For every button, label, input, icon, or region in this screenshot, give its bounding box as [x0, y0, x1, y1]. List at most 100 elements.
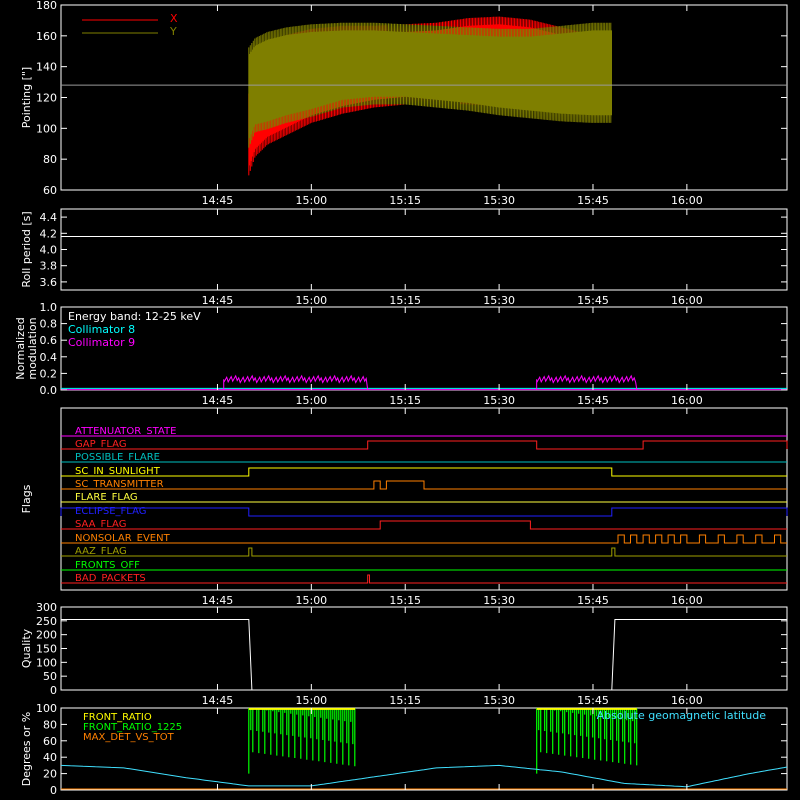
x-tick-label: 15:00 — [295, 394, 327, 407]
x-tick-label: 15:30 — [483, 394, 515, 407]
legend-geomagnetic-latitude: Absolute geomagnetic latitude — [597, 709, 767, 722]
x-tick-label: 14:45 — [202, 594, 234, 607]
flag-trace-gap-flag — [61, 440, 788, 450]
y-tick-label: 60 — [43, 184, 57, 197]
panel-4: ATTENUATOR_STATE GAP_FLAG POSSIBLE_FLARE SC… — [20, 407, 788, 607]
flag-trace-eclipse-flag — [60, 507, 788, 517]
y-tick-label: 300 — [36, 601, 57, 614]
x-tick-label: 14:45 — [202, 294, 234, 307]
y-axis-label: Degrees or % — [20, 712, 33, 786]
panel-frame — [60, 707, 788, 791]
x-tick-label: 14:45 — [202, 694, 234, 707]
flag-trace-aaz-flag — [61, 547, 787, 557]
flag-label-sc-in-sunlight: SC_IN_SUNLIGHT — [75, 466, 161, 477]
x-tick-label: 16:00 — [671, 394, 703, 407]
y-tick-label: 4.2 — [40, 227, 58, 240]
flag-label-flare-flag: FLARE_FLAG — [75, 492, 138, 503]
legend-label-y: Y — [169, 25, 177, 38]
collimator-9-segment-2 — [536, 374, 638, 390]
y-tick-label: 3.8 — [40, 260, 58, 273]
flag-label-nonsolar-event: NONSOLAR_EVENT — [75, 533, 171, 544]
y-tick-label: 120 — [36, 92, 57, 105]
panel-frame — [60, 407, 788, 591]
panel-6: FRONT_RATIOFRONT_RATIO_1225MAX_DET_VS_TO… — [20, 702, 788, 797]
flag-trace-sc-in-sunlight — [61, 467, 787, 477]
y-tick-label: 60 — [43, 735, 57, 748]
x-tick-label: 15:30 — [483, 194, 515, 207]
flag-trace-bad-packets — [61, 574, 787, 584]
collimator-9-segment-1 — [223, 374, 369, 390]
panel-1: XY 60 80 100 120 140 160 180 14:45 15:00 15:15 15:3… — [20, 0, 788, 207]
x-tick-label: 15:45 — [577, 194, 609, 207]
y-tick-label: 0.2 — [40, 367, 58, 380]
geomagnetic-latitude-line — [60, 764, 788, 788]
y-axis-label: Normalized — [14, 317, 27, 379]
flag-label-bad-packets: BAD_PACKETS — [75, 573, 146, 584]
y-axis-label: Quality — [20, 628, 33, 668]
y-tick-label: 0.0 — [40, 384, 58, 397]
y-tick-label: 4.4 — [40, 211, 58, 224]
quality-line — [61, 619, 787, 691]
flag-label-possible-flare: POSSIBLE_FLARE — [75, 452, 160, 463]
legend-collimator-9: Collimator 9 — [68, 336, 135, 349]
legend-front-ratio-1225: FRONT_RATIO_1225 — [83, 722, 182, 733]
x-tick-label: 15:15 — [389, 594, 421, 607]
x-tick-label: 15:30 — [483, 294, 515, 307]
y-tick-label: 200 — [36, 629, 57, 642]
y-tick-label: 100 — [36, 656, 57, 669]
legend-max-det-vs-tot: MAX_DET_VS_TOT — [83, 732, 175, 743]
flag-label-eclipse-flag: ECLIPSE_FLAG — [75, 506, 146, 517]
legend-label-x: X — [170, 12, 178, 25]
x-tick-label: 15:00 — [295, 294, 327, 307]
x-tick-label: 15:15 — [389, 294, 421, 307]
y-tick-label: 0.4 — [40, 351, 58, 364]
series-y-pointing — [248, 22, 612, 148]
y-tick-label: 80 — [43, 718, 57, 731]
y-tick-label: 40 — [43, 751, 57, 764]
x-tick-label: 15:45 — [577, 694, 609, 707]
x-tick-label: 16:00 — [671, 694, 703, 707]
y-tick-label: 80 — [43, 153, 57, 166]
y-axis-label: Flags — [20, 484, 33, 513]
y-tick-label: 0.8 — [40, 318, 58, 331]
flag-trace-saa-flag — [61, 520, 787, 530]
y-tick-label: 0 — [50, 684, 57, 697]
x-tick-label: 15:00 — [295, 594, 327, 607]
flag-label-fronts-off: FRONTS_OFF — [75, 560, 140, 571]
x-tick-label: 16:00 — [671, 194, 703, 207]
y-tick-label: 0.6 — [40, 334, 58, 347]
flag-label-gap-flag: GAP_FLAG — [75, 439, 127, 450]
y-tick-label: 3.6 — [40, 276, 58, 289]
x-tick-label: 15:15 — [389, 194, 421, 207]
y-tick-label: 100 — [36, 702, 57, 715]
x-tick-label: 16:00 — [671, 594, 703, 607]
energy-band-annotation: Energy band: 12-25 keV — [68, 310, 201, 323]
front-ratio-1225-segment-2 — [536, 708, 638, 774]
flag-label-attenuator-state: ATTENUATOR_STATE — [75, 426, 176, 437]
panel-frame — [60, 208, 788, 291]
y-tick-label: 4.0 — [40, 244, 58, 257]
y-tick-label: 1.0 — [40, 301, 58, 314]
x-tick-label: 15:30 — [483, 594, 515, 607]
y-axis-label: Pointing ["] — [20, 67, 33, 128]
y-tick-label: 100 — [36, 122, 57, 135]
x-tick-label: 14:45 — [202, 394, 234, 407]
flag-trace-nonsolar-event — [61, 534, 787, 544]
x-tick-label: 15:45 — [577, 294, 609, 307]
flag-label-saa-flag: SAA_FLAG — [75, 519, 126, 530]
legend-collimator-8: Collimator 8 — [68, 323, 135, 336]
flag-label-sc-transmitter: SC_TRANSMITTER — [75, 479, 164, 490]
y-tick-label: 150 — [36, 643, 57, 656]
y-tick-label: 50 — [43, 670, 57, 683]
legend-front-ratio: FRONT_RATIO — [83, 712, 152, 723]
y-tick-label: 20 — [43, 768, 57, 781]
y-tick-label: 160 — [36, 30, 57, 43]
flag-trace-sc-transmitter — [61, 480, 787, 490]
x-tick-label: 15:00 — [295, 694, 327, 707]
x-tick-label: 15:00 — [295, 194, 327, 207]
front-ratio-1225-segment-1 — [248, 708, 356, 774]
y-tick-label: 140 — [36, 61, 57, 74]
